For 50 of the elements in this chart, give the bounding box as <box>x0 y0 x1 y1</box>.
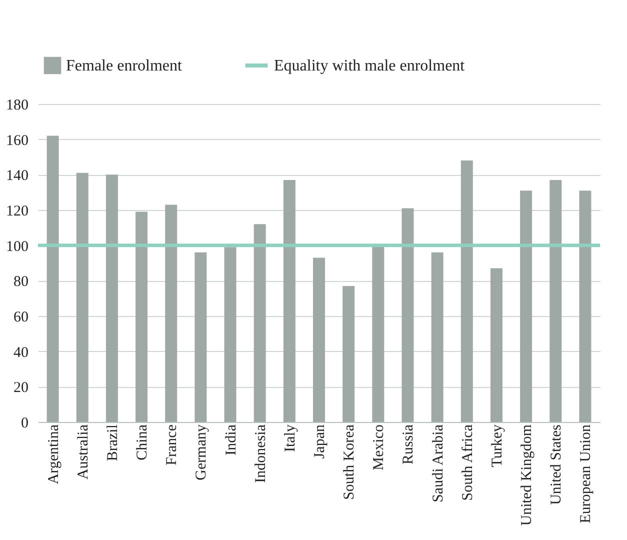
y-tick-label: 0 <box>21 416 28 432</box>
y-tick-label: 180 <box>6 98 28 114</box>
x-tick-label: Brazil <box>104 424 121 462</box>
bar <box>520 190 532 422</box>
x-tick-label: Italy <box>282 424 298 452</box>
bar <box>550 180 562 422</box>
x-tick-label: United Kingdom <box>519 424 536 526</box>
bar <box>490 268 502 422</box>
y-tick-label: 80 <box>14 274 28 290</box>
x-tick-label: European Union <box>578 424 594 524</box>
x-tick-label: Turkey <box>489 424 506 468</box>
bar <box>224 247 236 422</box>
bar <box>342 286 355 422</box>
y-tick-label: 160 <box>6 132 28 149</box>
x-tick-label: Japan <box>312 424 328 459</box>
x-tick-label: China <box>134 424 151 460</box>
y-tick-label: 40 <box>14 344 28 361</box>
bar <box>254 224 266 422</box>
y-tick-label: 140 <box>6 168 28 184</box>
bar <box>313 258 325 422</box>
x-tick-label: South Korea <box>342 424 358 500</box>
bar <box>106 174 118 422</box>
x-tick-label: Australia <box>75 424 92 480</box>
y-tick-label: 100 <box>6 238 28 255</box>
x-tick-label: France <box>164 424 180 466</box>
bar <box>283 180 296 422</box>
bar <box>194 252 207 422</box>
bar <box>372 245 384 422</box>
y-tick-label: 60 <box>14 310 28 326</box>
x-tick-label: Saudi Arabia <box>430 424 446 502</box>
bar <box>165 204 178 422</box>
bar <box>431 252 444 422</box>
x-tick-label: South Africa <box>460 424 476 501</box>
bar <box>402 208 414 422</box>
x-tick-label: Mexico <box>371 424 388 470</box>
bar <box>46 136 59 422</box>
x-tick-label: Indonesia <box>252 424 269 483</box>
y-tick-label: 120 <box>6 204 28 220</box>
legend-label: Equality with male enrolment <box>274 58 466 74</box>
bar <box>136 212 148 422</box>
bar <box>460 160 473 422</box>
y-tick-label: 20 <box>14 380 28 396</box>
bar <box>579 190 592 422</box>
bar <box>76 172 88 422</box>
x-tick-label: India <box>223 424 240 456</box>
x-tick-label: Russia <box>400 424 417 465</box>
x-tick-label: United States <box>548 424 565 505</box>
x-tick-label: Argentina <box>46 424 62 484</box>
legend-label: Female enrolment <box>66 58 183 74</box>
x-tick-label: Germany <box>194 424 210 480</box>
